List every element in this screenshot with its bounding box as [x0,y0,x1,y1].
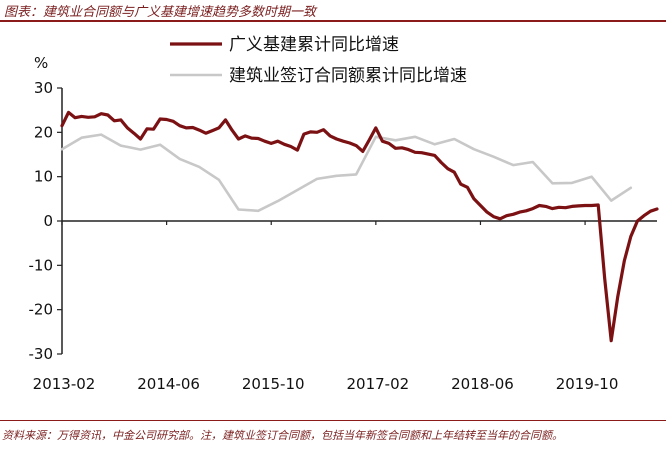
y-tick-label: 10 [34,168,53,186]
x-tick-label: 2015-10 [242,375,305,393]
source-note: 资料来源：万得资讯，中金公司研究部。注，建筑业签订合同额，包括当年新签合同额和上… [2,429,563,442]
y-tick-label: 30 [34,79,53,97]
figure-title: 图表：建筑业合同额与广义基建增速趋势多数时期一致 [4,5,317,20]
y-tick-label: 0 [43,212,53,230]
x-tick-label: 2014-06 [137,375,200,393]
header-divider [0,20,666,22]
legend-label: 建筑业签订合同额累计同比增速 [229,66,467,86]
y-unit-label: % [34,54,48,72]
x-tick-label: 2018-06 [451,375,514,393]
y-tick-label: -10 [29,256,54,274]
x-tick-label: 2013-02 [33,375,96,393]
series-line-construction-contracts [60,133,633,213]
legend-label: 广义基建累计同比增速 [229,35,399,55]
y-tick-label: -30 [29,345,54,363]
series-layer [60,110,659,343]
x-tick-label: 2019-10 [556,375,619,393]
y-tick-label: -20 [29,301,54,319]
series-line-infrastructure [60,110,659,343]
x-ticks: 2013-02 2014-06 2015-10 2017-02 2018-06 2019-… [33,221,619,393]
y-tick-label: 20 [34,123,53,141]
x-tick-label: 2017-02 [347,375,410,393]
y-ticks: 30 20 10 0 -10 -20 -30 [29,79,62,363]
footer-divider [0,420,666,421]
